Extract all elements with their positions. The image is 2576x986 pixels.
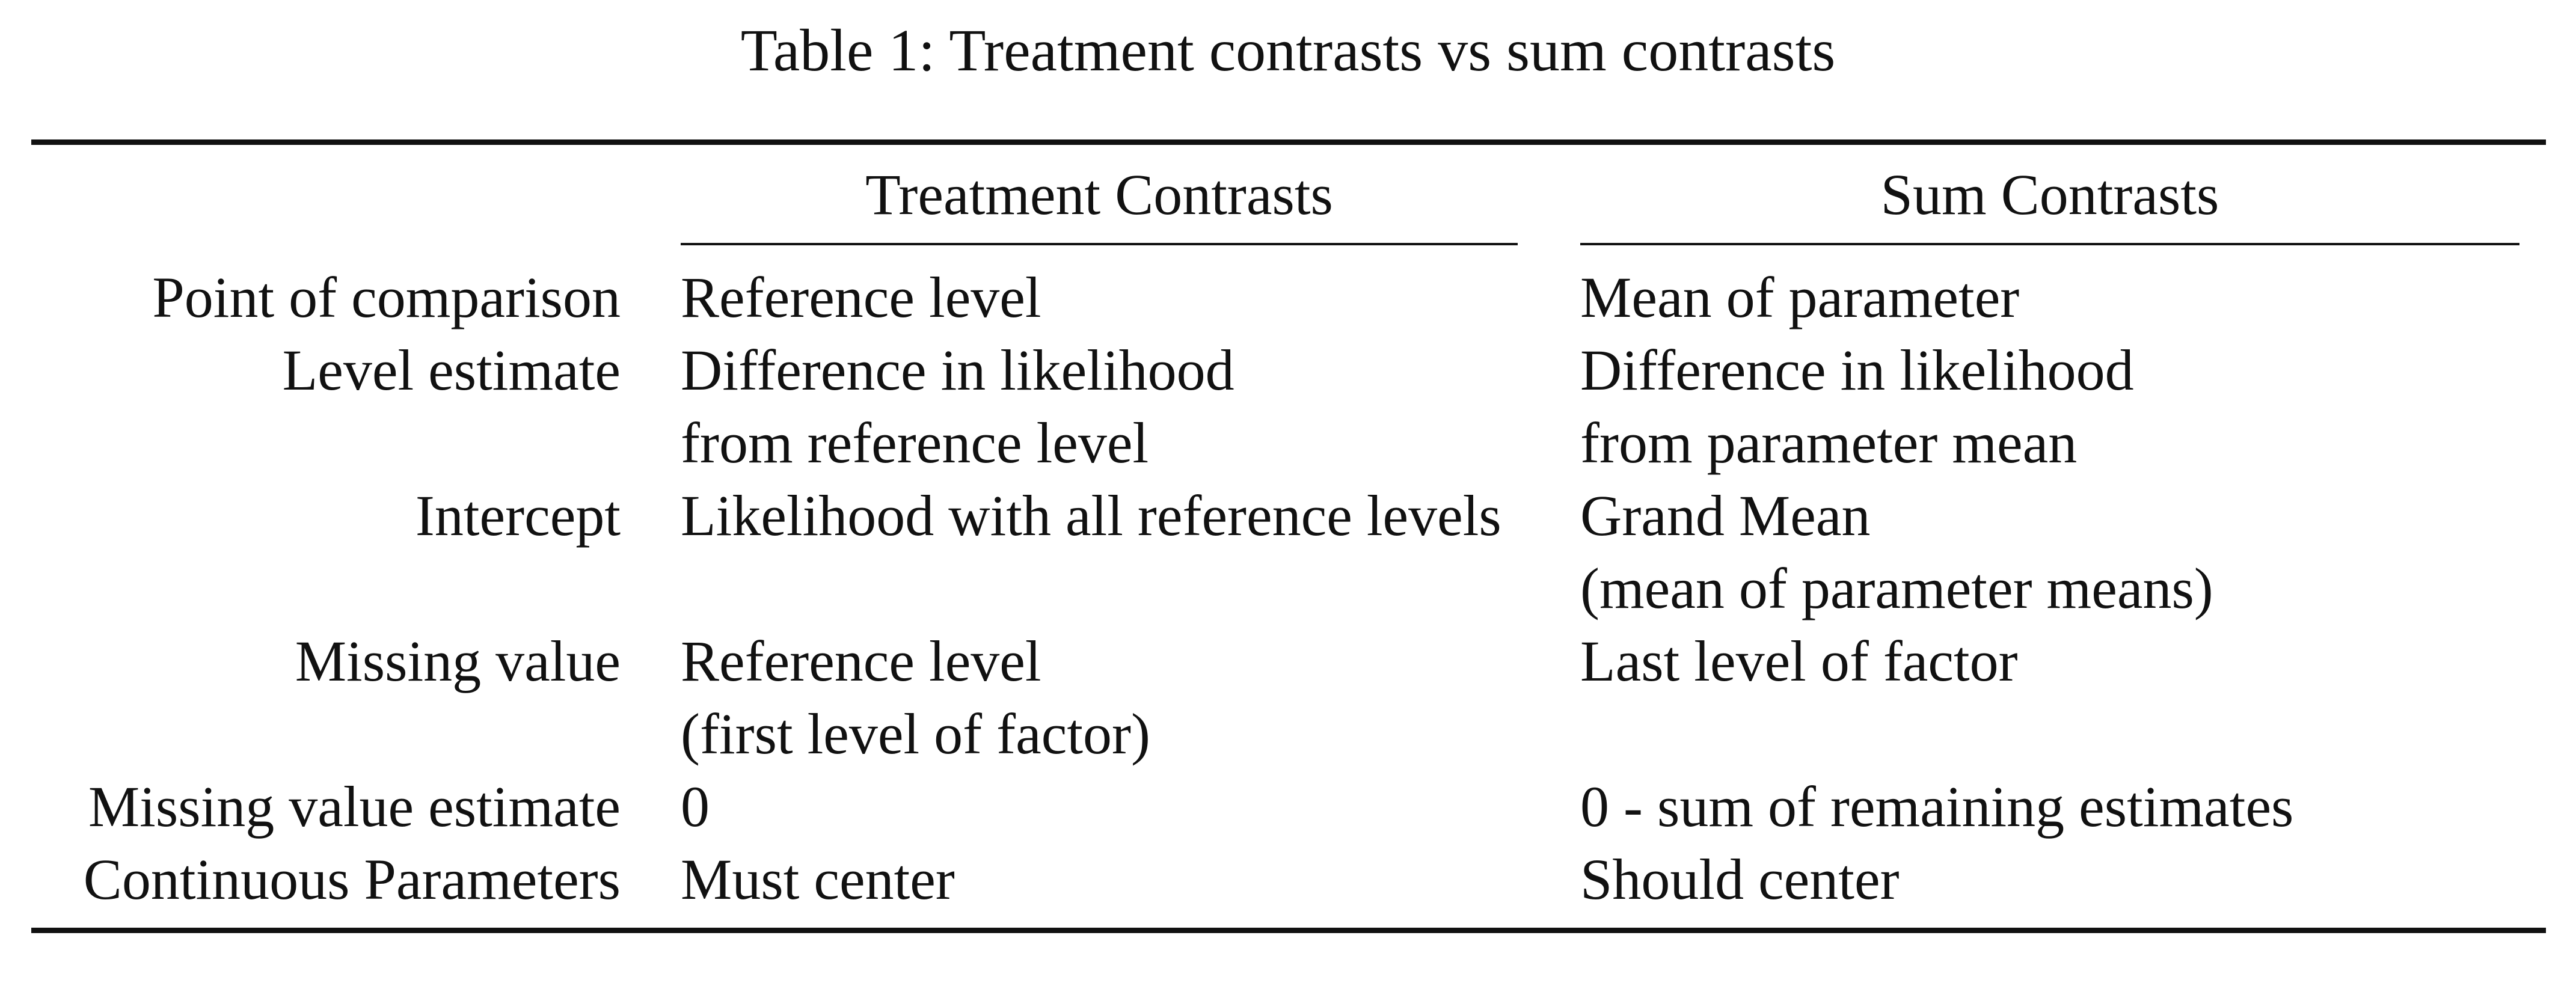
cell-line: Must center [681, 847, 955, 911]
table-row: Intercept Likelihood with all reference … [0, 479, 2576, 625]
treatment-cell: 0 [681, 770, 710, 843]
header-underline-sum [1580, 243, 2519, 245]
cell-line: Likelihood with all reference levels [681, 483, 1501, 548]
sum-cell: Grand Mean (mean of parameter means) [1580, 479, 2213, 625]
sum-cell: 0 - sum of remaining estimates [1580, 770, 2293, 843]
header-underline-treatment [681, 243, 1518, 245]
table-row: Level estimate Difference in likelihood … [0, 334, 2576, 479]
cell-line: 0 - sum of remaining estimates [1580, 774, 2294, 839]
cell-line: Mean of parameter [1580, 265, 2020, 329]
cell-line: Should center [1580, 847, 1900, 911]
treatment-cell: Must center [681, 843, 955, 916]
table-row: Missing value Reference level (first lev… [0, 625, 2576, 770]
row-label: Point of comparison [152, 265, 621, 329]
table-row: Missing value estimate 0 0 - sum of rema… [0, 770, 2576, 843]
treatment-cell: Reference level (first level of factor) [681, 625, 1150, 770]
cell-line: Last level of factor [1580, 629, 2018, 693]
row-label: Missing value estimate [88, 774, 621, 839]
row-label: Continuous Parameters [83, 847, 621, 911]
cell-line: Difference in likelihood [1580, 338, 2134, 402]
treatment-cell: Reference level [681, 261, 1041, 334]
table-body: Point of comparison Reference level Mean… [0, 261, 2576, 916]
cell-line: Reference level [681, 265, 1041, 329]
column-header-sum: Sum Contrasts [1880, 162, 2219, 227]
cell-line: 0 [681, 774, 710, 839]
sum-cell: Should center [1580, 843, 1900, 916]
table-row: Point of comparison Reference level Mean… [0, 261, 2576, 334]
row-label: Intercept [415, 483, 621, 548]
row-label: Level estimate [282, 338, 621, 402]
sum-cell: Mean of parameter [1580, 261, 2019, 334]
treatment-cell: Difference in likelihood from reference … [681, 334, 1234, 479]
cell-line: from reference level [681, 411, 1149, 475]
table-row: Continuous Parameters Must center Should… [0, 843, 2576, 916]
treatment-cell: Likelihood with all reference levels [681, 479, 1501, 552]
cell-line: Reference level [681, 629, 1041, 693]
table-caption: Table 1: Treatment contrasts vs sum cont… [740, 17, 1836, 84]
cell-line: (first level of factor) [681, 702, 1150, 766]
cell-line: Grand Mean [1580, 483, 1871, 548]
top-rule [31, 139, 2546, 145]
cell-line: from parameter mean [1580, 411, 2078, 475]
sum-cell: Last level of factor [1580, 625, 2018, 697]
cell-line: Difference in likelihood [681, 338, 1234, 402]
bottom-rule [31, 928, 2546, 933]
sum-cell: Difference in likelihood from parameter … [1580, 334, 2134, 479]
cell-line: (mean of parameter means) [1580, 556, 2213, 620]
column-header-treatment: Treatment Contrasts [865, 162, 1333, 227]
row-label: Missing value [295, 629, 621, 693]
